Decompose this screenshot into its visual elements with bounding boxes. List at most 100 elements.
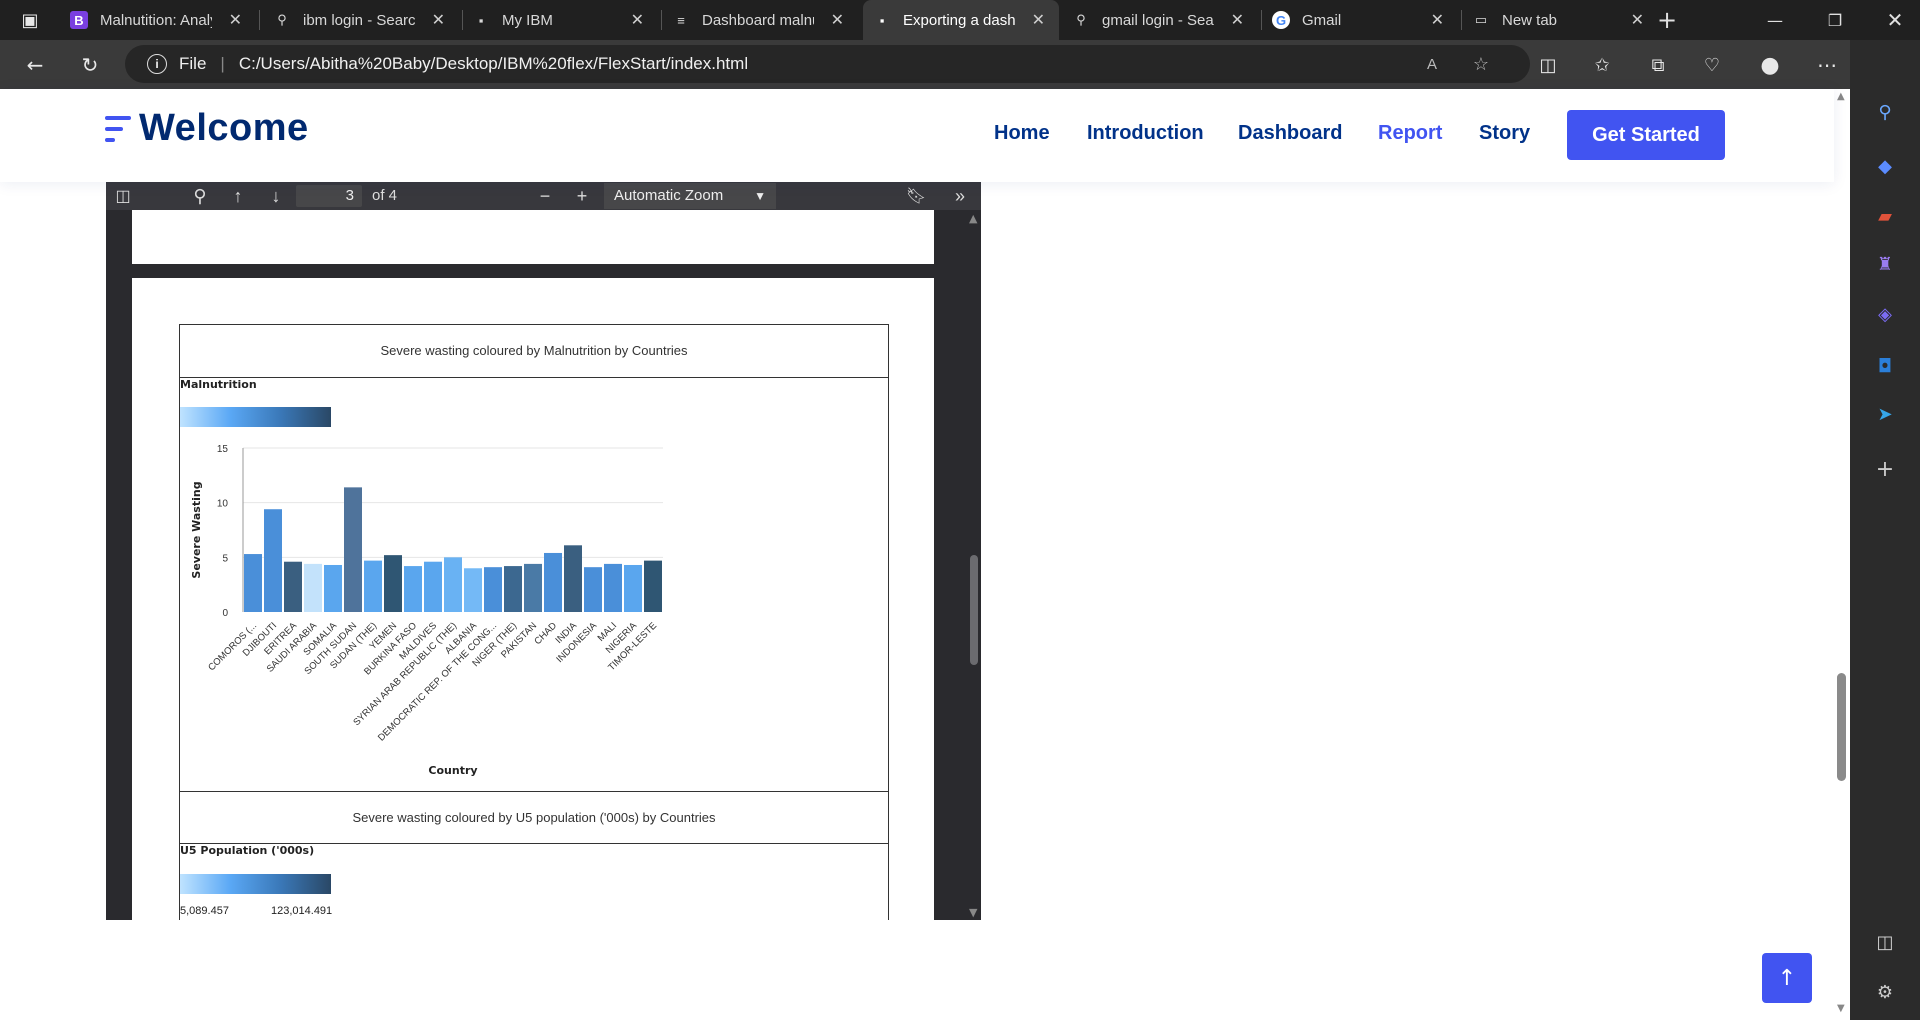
- tab-separator: [259, 10, 260, 30]
- add-sidebar-app-icon[interactable]: +: [1875, 456, 1895, 482]
- tab-3[interactable]: ≡ Dashboard malnu ✕: [662, 0, 858, 40]
- close-tab-icon[interactable]: ✕: [1630, 12, 1644, 29]
- address-separator: |: [220, 54, 225, 73]
- get-started-button[interactable]: Get Started: [1567, 110, 1725, 160]
- close-tab-icon[interactable]: ✕: [1031, 12, 1045, 29]
- y-tick-label: 5: [222, 553, 228, 564]
- health-icon[interactable]: ♡: [1703, 54, 1721, 76]
- office-icon[interactable]: ◈: [1878, 303, 1892, 325]
- tools-menu-icon[interactable]: »: [954, 185, 965, 206]
- bar: [544, 552, 562, 612]
- collections-icon[interactable]: ⧉: [1651, 54, 1665, 76]
- refresh-icon[interactable]: ↻: [81, 53, 99, 77]
- split-screen-icon[interactable]: ◫: [1539, 54, 1557, 76]
- site-logo[interactable]: Welcome: [105, 107, 309, 150]
- settings-gear-icon[interactable]: ⚙: [1876, 981, 1894, 1003]
- shopping-tag-icon[interactable]: ◆: [1878, 155, 1892, 177]
- nav-story[interactable]: Story: [1479, 122, 1531, 144]
- nav-home[interactable]: Home: [994, 122, 1050, 144]
- back-icon[interactable]: ←: [26, 53, 44, 77]
- tab-4[interactable]: ▪ Exporting a dashb ✕: [863, 0, 1059, 40]
- favorites-icon[interactable]: ✩: [1594, 54, 1610, 76]
- bar: [304, 563, 322, 612]
- bar: [604, 563, 622, 612]
- chart2-legend-max: 123,014.491: [271, 905, 333, 917]
- bar: [584, 567, 602, 612]
- sidebar-toggle-icon[interactable]: ◫: [115, 188, 131, 205]
- page-scrollbar[interactable]: ▲ ▼: [1834, 89, 1850, 1020]
- scroll-down-icon[interactable]: ▼: [969, 906, 978, 919]
- tab-2[interactable]: ▪ My IBM ✕: [462, 0, 658, 40]
- tab-actions-icon[interactable]: ▣: [21, 9, 39, 31]
- next-page-icon[interactable]: ↓: [271, 185, 281, 206]
- pdf-page-3: Severe wasting coloured by Malnutrition …: [132, 278, 934, 920]
- page-scroll-down-icon[interactable]: ▼: [1837, 1003, 1845, 1014]
- bar: [524, 563, 542, 612]
- tab-separator: [1461, 10, 1462, 30]
- chart2-title: Severe wasting coloured by U5 population…: [352, 810, 716, 825]
- previous-page-icon[interactable]: ↑: [233, 185, 243, 206]
- zoom-in-icon[interactable]: +: [576, 185, 588, 206]
- more-menu-icon[interactable]: ⋯: [1817, 53, 1837, 77]
- favorite-star-icon[interactable]: ☆: [1472, 53, 1490, 74]
- tab-separator: [661, 10, 662, 30]
- outlook-icon[interactable]: ◘: [1877, 355, 1893, 377]
- bar: [404, 566, 422, 612]
- tab-separator: [1261, 10, 1262, 30]
- scroll-up-icon[interactable]: ▲: [969, 212, 978, 225]
- bookmark-icon[interactable]: 🔖︎: [905, 188, 927, 205]
- tab-separator: [462, 10, 463, 30]
- logo-icon: [105, 112, 131, 146]
- pdf-page-2: [132, 210, 934, 264]
- tab-label: gmail login - Sear: [1102, 11, 1214, 29]
- bootstrap-icon: B: [70, 11, 88, 29]
- new-tab-button[interactable]: +: [1656, 6, 1678, 34]
- close-tab-icon[interactable]: ✕: [830, 12, 844, 29]
- address-bar[interactable]: i File | C:/Users/Abitha%20Baby/Desktop/…: [125, 45, 1530, 83]
- games-icon[interactable]: ♜: [1876, 253, 1894, 275]
- close-window-button[interactable]: ✕: [1886, 8, 1904, 32]
- chart1-title: Severe wasting coloured by Malnutrition …: [380, 343, 688, 358]
- minimize-button[interactable]: —: [1767, 10, 1783, 30]
- page-scroll-up-icon[interactable]: ▲: [1837, 91, 1845, 102]
- nav-report[interactable]: Report: [1378, 122, 1443, 144]
- bar: [444, 557, 462, 612]
- zoom-out-icon[interactable]: −: [539, 185, 551, 206]
- chevron-down-icon: ▼: [754, 189, 766, 203]
- search-icon[interactable]: ⚲: [193, 185, 207, 206]
- zoom-select[interactable]: Automatic Zoom ▼: [604, 183, 776, 209]
- back-to-top-button[interactable]: ↑: [1762, 953, 1812, 1003]
- search-icon[interactable]: ⚲: [1878, 101, 1892, 123]
- restore-button[interactable]: ❐: [1827, 10, 1843, 30]
- close-tab-icon[interactable]: ✕: [1430, 12, 1444, 29]
- tab-7[interactable]: ▭ New tab ✕: [1462, 0, 1658, 40]
- read-aloud-icon[interactable]: A: [1426, 55, 1437, 73]
- new-tab-icon: ▭: [1474, 12, 1488, 27]
- url-text[interactable]: C:/Users/Abitha%20Baby/Desktop/IBM%20fle…: [238, 54, 749, 73]
- nav-dashboard[interactable]: Dashboard: [1238, 122, 1343, 144]
- info-icon[interactable]: i: [147, 54, 167, 74]
- telegram-icon[interactable]: ➤: [1877, 403, 1893, 425]
- close-tab-icon[interactable]: ✕: [228, 12, 242, 29]
- tab-5[interactable]: ⚲ gmail login - Sear ✕: [1062, 0, 1258, 40]
- close-tab-icon[interactable]: ✕: [630, 12, 644, 29]
- pdf-pages[interactable]: Severe wasting coloured by Malnutrition …: [106, 210, 966, 920]
- close-tab-icon[interactable]: ✕: [431, 12, 445, 29]
- page-scroll-thumb[interactable]: [1837, 673, 1846, 781]
- tab-1[interactable]: ⚲ ibm login - Search ✕: [263, 0, 459, 40]
- tools-briefcase-icon[interactable]: ▰: [1878, 205, 1892, 227]
- hide-sidebar-icon[interactable]: ◫: [1876, 931, 1894, 953]
- close-tab-icon[interactable]: ✕: [1230, 12, 1244, 29]
- bar: [264, 509, 282, 612]
- tab-label: My IBM: [502, 11, 553, 29]
- page-number-input[interactable]: 3: [296, 185, 362, 207]
- chart1-legend-gradient: [180, 407, 331, 427]
- pdf-scrollbar[interactable]: ▲ ▼: [967, 210, 981, 920]
- tab-0[interactable]: B Malnutition: Analy ✕: [60, 0, 256, 40]
- tab-6[interactable]: G Gmail ✕: [1262, 0, 1458, 40]
- nav-introduction[interactable]: Introduction: [1087, 122, 1204, 144]
- pdf-scroll-thumb[interactable]: [970, 555, 978, 665]
- profile-avatar-icon[interactable]: ●: [1760, 52, 1780, 78]
- bar: [624, 564, 642, 612]
- bar: [564, 545, 582, 612]
